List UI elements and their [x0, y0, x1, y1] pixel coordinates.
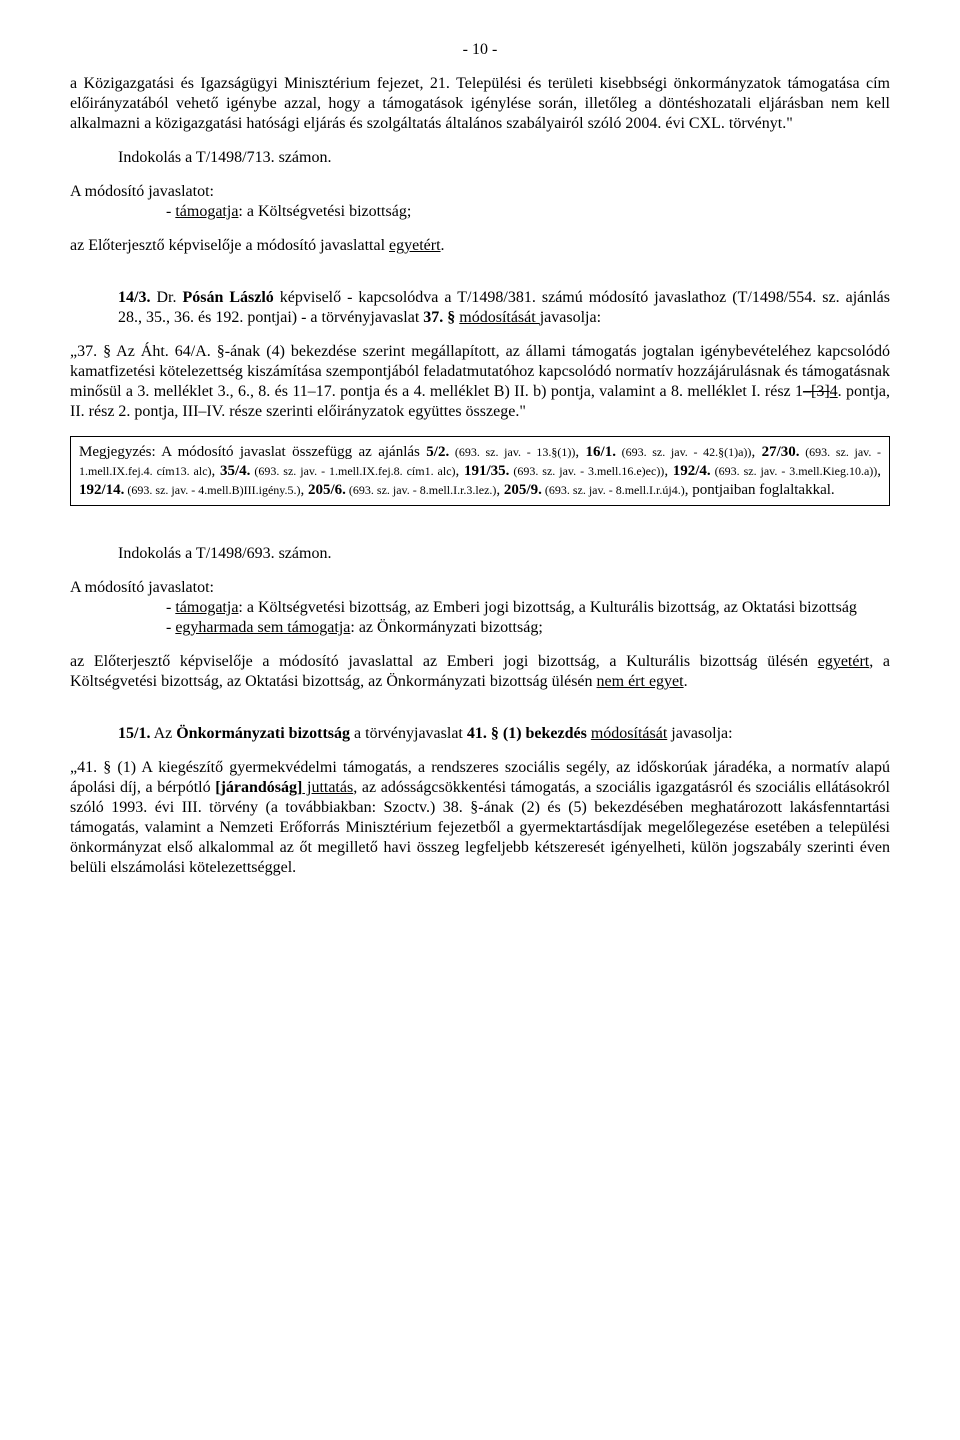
note-box: Megjegyzés: A módosító javaslat összefüg… — [70, 436, 890, 506]
paragraph-41: „41. § (1) A kiegészítő gyermekvédelmi t… — [70, 758, 890, 878]
paragraph-37: „37. § Az Áht. 64/A. §-ának (4) bekezdés… — [70, 342, 890, 422]
modosito-item-1: - támogatja: a Költségvetési bizottság; — [166, 202, 890, 222]
page-number: - 10 - — [70, 40, 890, 60]
modosito-item-2a: - támogatja: a Költségvetési bizottság, … — [166, 598, 890, 618]
section-14-3: 14/3. Dr. Pósán László képviselő - kapcs… — [118, 288, 890, 328]
eloterjeszto-2: az Előterjesztő képviselője a módosító j… — [70, 652, 890, 692]
indokolas-1: Indokolás a T/1498/713. számon. — [118, 148, 890, 168]
indokolas-2: Indokolás a T/1498/693. számon. — [118, 544, 890, 564]
section-15-1: 15/1. Az Önkormányzati bizottság a törvé… — [118, 724, 890, 744]
paragraph-header: a Közigazgatási és Igazságügyi Minisztér… — [70, 74, 890, 134]
eloterjeszto-1: az Előterjesztő képviselője a módosító j… — [70, 236, 890, 256]
modosito-label-2: A módosító javaslatot: — [70, 578, 890, 598]
modosito-label-1: A módosító javaslatot: — [70, 182, 890, 202]
modosito-item-2b: - egyharmada sem támogatja: az Önkormány… — [166, 618, 890, 638]
